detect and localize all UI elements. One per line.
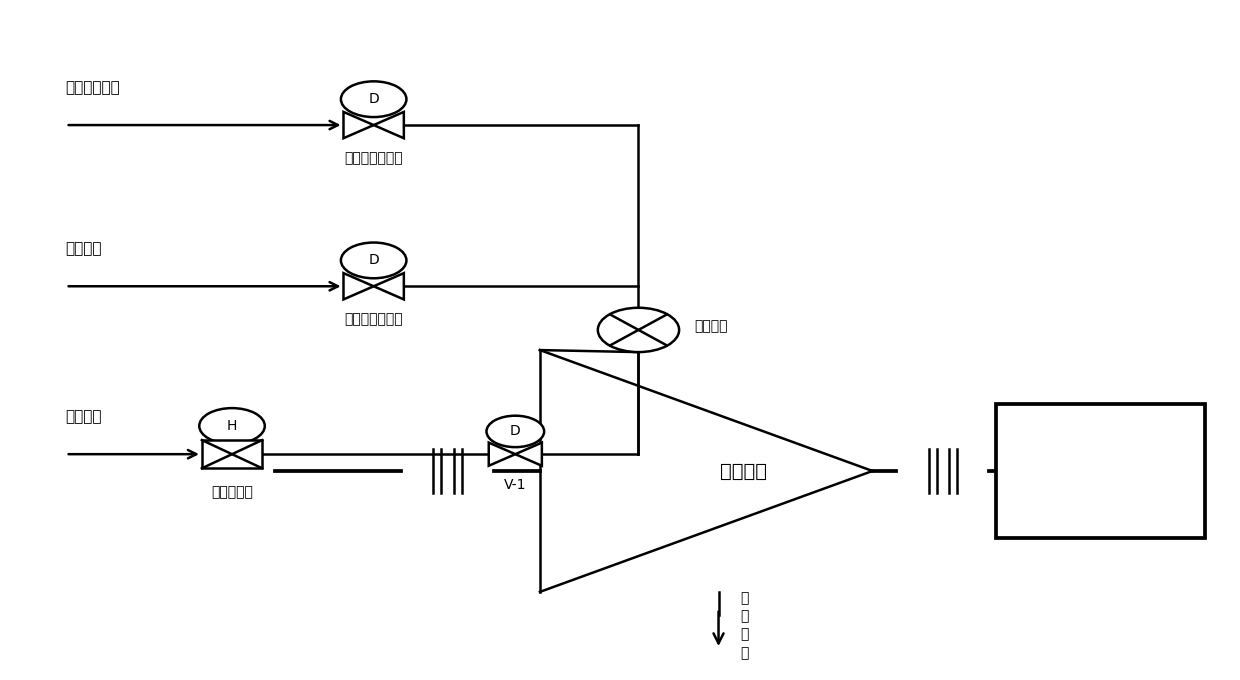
Text: 四抽供汽电动阀: 四抽供汽电动阀 bbox=[345, 312, 403, 326]
Polygon shape bbox=[343, 273, 373, 299]
Text: H: H bbox=[227, 419, 237, 433]
Circle shape bbox=[598, 308, 680, 352]
Text: 给水泵: 给水泵 bbox=[1084, 462, 1116, 480]
Text: D: D bbox=[510, 424, 521, 439]
Circle shape bbox=[200, 408, 265, 444]
Text: 四抽供汽: 四抽供汽 bbox=[66, 241, 102, 256]
Circle shape bbox=[486, 415, 544, 447]
Text: 高压切换阀: 高压切换阀 bbox=[211, 485, 253, 498]
Polygon shape bbox=[373, 273, 404, 299]
Circle shape bbox=[341, 82, 407, 117]
Text: D: D bbox=[368, 92, 379, 106]
Text: 辅助供汽电动阀: 辅助供汽电动阀 bbox=[345, 151, 403, 165]
Text: 小
机
排
汽: 小 机 排 汽 bbox=[740, 591, 749, 660]
Bar bbox=[996, 404, 1205, 538]
Polygon shape bbox=[202, 440, 262, 469]
Polygon shape bbox=[516, 443, 542, 466]
Text: 辅助蒸汽供汽: 辅助蒸汽供汽 bbox=[66, 80, 120, 95]
Polygon shape bbox=[343, 112, 373, 138]
Text: V-1: V-1 bbox=[503, 477, 527, 492]
Polygon shape bbox=[373, 112, 404, 138]
Polygon shape bbox=[489, 443, 516, 466]
Circle shape bbox=[341, 243, 407, 278]
Text: D: D bbox=[368, 254, 379, 267]
Text: 小汽轮机: 小汽轮机 bbox=[719, 462, 766, 481]
Text: 冷再供汽: 冷再供汽 bbox=[66, 409, 102, 424]
Text: 进汽阀组: 进汽阀组 bbox=[694, 320, 728, 334]
